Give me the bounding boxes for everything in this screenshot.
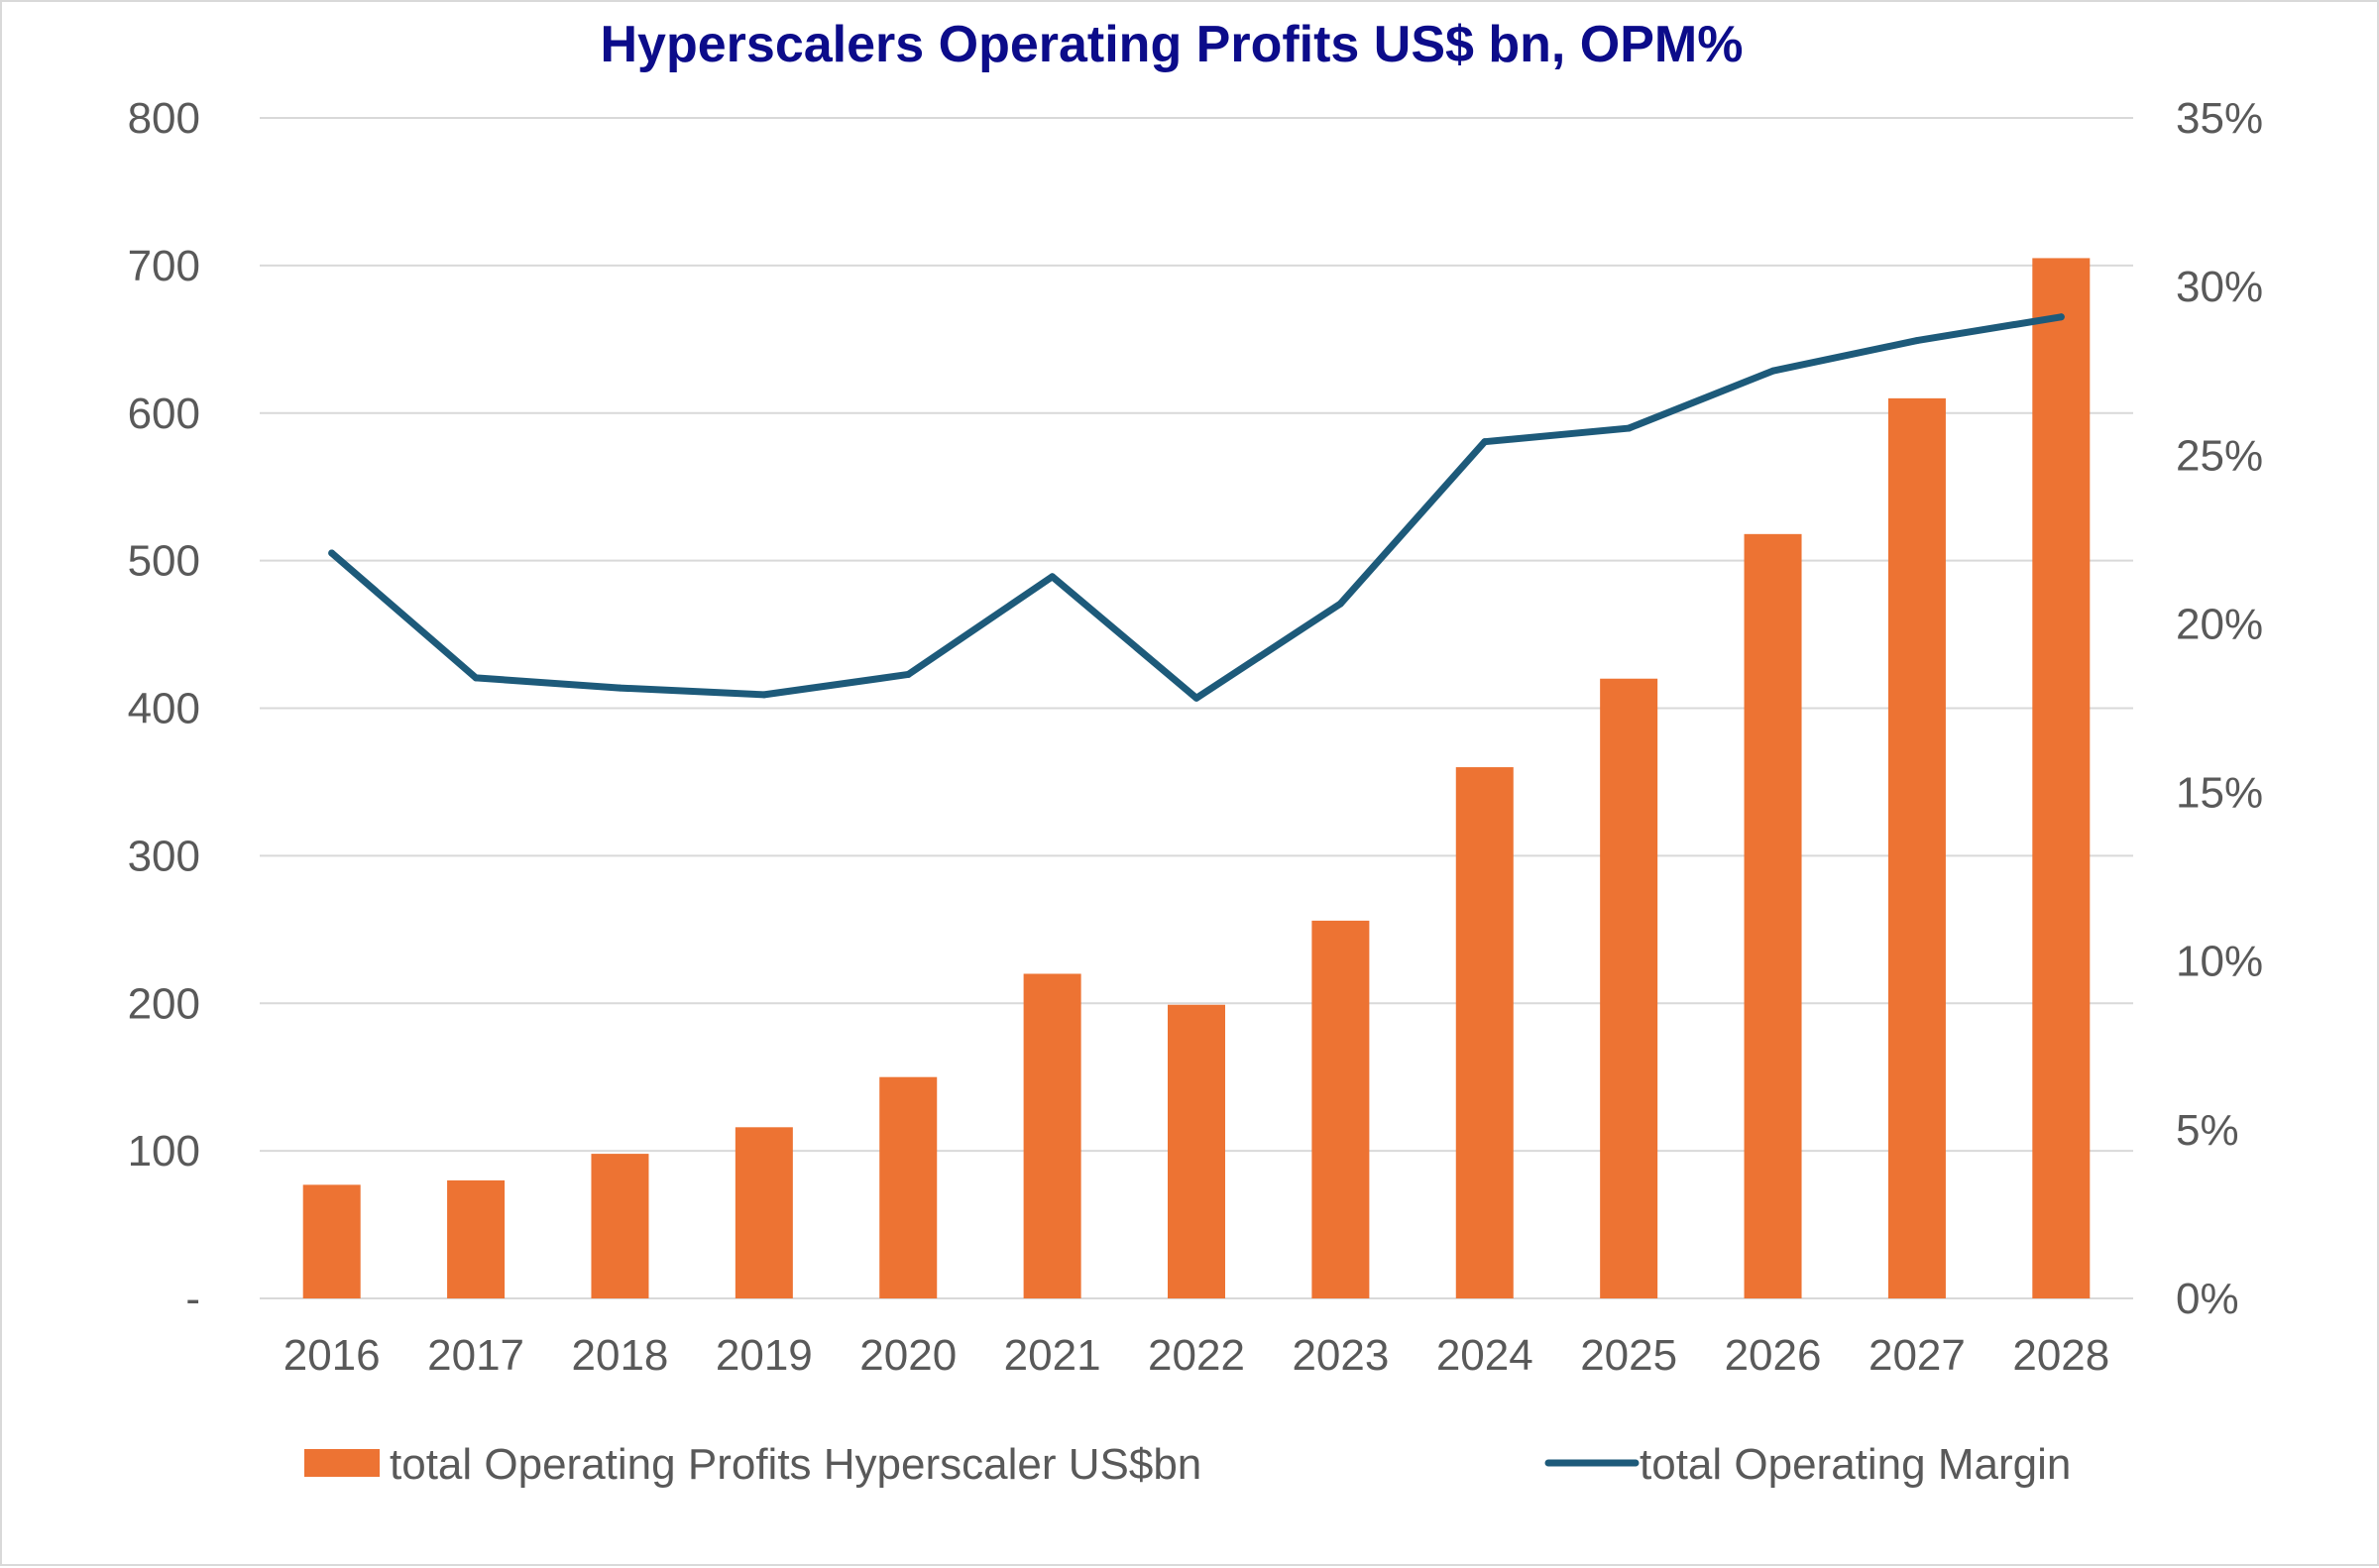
margin-point-2028: [2057, 313, 2065, 321]
right-tick-label: 5%: [2176, 1106, 2239, 1155]
x-tick-label: 2018: [572, 1331, 669, 1380]
x-tick-label: 2019: [716, 1331, 813, 1380]
bar-2016: [302, 1184, 361, 1298]
right-tick-label: 10%: [2176, 938, 2263, 986]
left-tick-label: 100: [128, 1127, 200, 1176]
legend-bar-label: total Operating Profits Hyperscaler US$b…: [390, 1440, 1201, 1489]
x-tick-label: 2017: [427, 1331, 524, 1380]
right-tick-label: 20%: [2176, 600, 2263, 648]
bar-2019: [735, 1127, 793, 1298]
left-tick-label: 600: [128, 390, 200, 438]
margin-point-2019: [760, 691, 768, 699]
bar-2021: [1023, 973, 1081, 1298]
margin-point-2021: [1049, 573, 1057, 581]
right-tick-label: 0%: [2176, 1275, 2239, 1323]
right-axis-ticks: 0% 5% 10% 15% 20% 25% 30% 35%: [2176, 94, 2263, 1323]
bar-2022: [1168, 1004, 1225, 1298]
margin-point-2025: [1625, 424, 1633, 432]
margin-point-2024: [1481, 438, 1489, 446]
margin-point-2026: [1769, 367, 1777, 375]
bar-2020: [879, 1076, 938, 1298]
gridlines: [260, 117, 2133, 1299]
margin-point-2022: [1192, 694, 1200, 702]
x-tick-label: 2022: [1148, 1331, 1245, 1380]
x-tick-label: 2020: [859, 1331, 957, 1380]
margin-point-2027: [1913, 337, 1921, 345]
x-tick-label: 2023: [1292, 1331, 1389, 1380]
right-tick-label: 15%: [2176, 769, 2263, 818]
right-tick-label: 30%: [2176, 263, 2263, 311]
x-tick-label: 2028: [2012, 1331, 2109, 1380]
margin-line: [328, 313, 2065, 702]
x-tick-label: 2026: [1725, 1331, 1822, 1380]
right-tick-label: 35%: [2176, 94, 2263, 143]
bar-2023: [1311, 920, 1370, 1298]
bar-2017: [447, 1179, 506, 1298]
x-axis-ticks: 2016 2017 2018 2019 2020 2021 2022 2023 2024 2025…: [283, 1331, 2110, 1380]
chart-title: Hyperscalers Operating Profits US$ bn, O…: [601, 16, 1744, 73]
margin-point-2020: [904, 670, 912, 678]
x-tick-label: 2024: [1436, 1331, 1533, 1380]
legend-bar-swatch: [304, 1449, 380, 1477]
bar-2027: [1887, 397, 1946, 1298]
bar-2028: [2032, 258, 2091, 1298]
margin-point-2018: [616, 684, 623, 692]
margin-point-2016: [328, 549, 336, 557]
left-tick-label: 800: [128, 94, 200, 143]
margin-point-2023: [1336, 600, 1344, 608]
margin-point-2017: [472, 674, 480, 682]
bar-series: [302, 258, 2091, 1298]
left-tick-label: 400: [128, 685, 200, 733]
bar-2018: [591, 1154, 649, 1298]
bar-2025: [1600, 678, 1658, 1298]
x-tick-label: 2027: [1869, 1331, 1966, 1380]
x-tick-label: 2021: [1004, 1331, 1101, 1380]
x-tick-label: 2025: [1580, 1331, 1677, 1380]
left-tick-label: 300: [128, 832, 200, 880]
left-tick-label: 200: [128, 979, 200, 1028]
legend: total Operating Profits Hyperscaler US$b…: [304, 1440, 2071, 1489]
legend-line-label: total Operating Margin: [1640, 1440, 2071, 1489]
left-tick-label: 700: [128, 242, 200, 290]
bar-2024: [1455, 767, 1514, 1298]
right-tick-label: 25%: [2176, 431, 2263, 480]
left-tick-label: 500: [128, 537, 200, 586]
line-series: [328, 313, 2065, 702]
left-tick-label: -: [185, 1275, 200, 1323]
x-tick-label: 2016: [283, 1331, 381, 1380]
bar-2026: [1744, 533, 1802, 1298]
left-axis-ticks: - 100 200 300 400 500 600 700 800: [128, 94, 200, 1323]
